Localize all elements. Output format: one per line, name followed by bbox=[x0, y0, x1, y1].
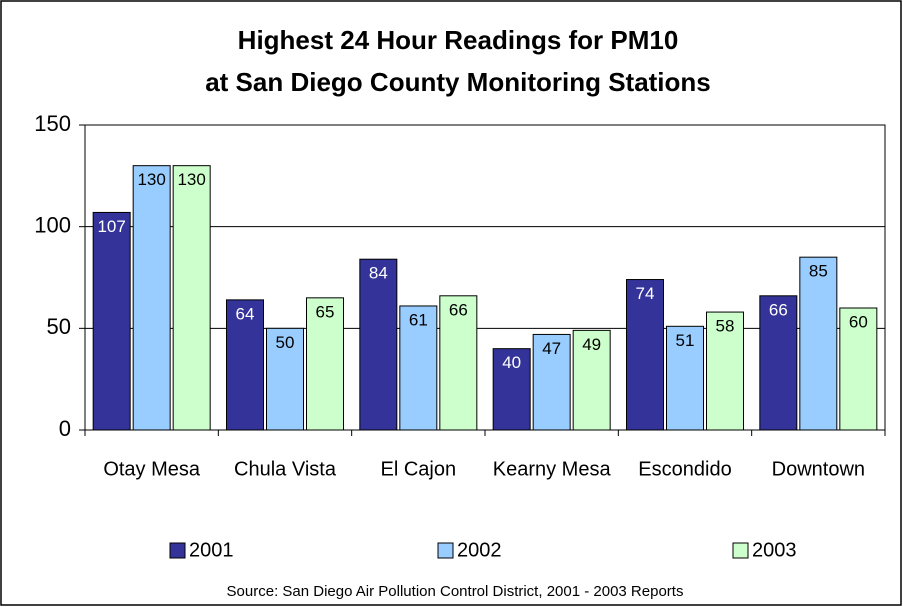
source-note: Source: San Diego Air Pollution Control … bbox=[227, 583, 684, 600]
bar bbox=[172, 165, 211, 431]
bar bbox=[706, 311, 744, 431]
legend-label: 2003 bbox=[752, 539, 797, 561]
data-label: 130 bbox=[137, 170, 165, 189]
data-label: 107 bbox=[97, 217, 125, 236]
bar bbox=[572, 329, 611, 431]
x-tick-label: El Cajon bbox=[381, 458, 457, 480]
legend-swatch bbox=[437, 542, 454, 559]
x-tick-label: Kearny Mesa bbox=[493, 458, 612, 480]
data-label: 130 bbox=[177, 170, 205, 189]
legend-label: 2002 bbox=[457, 539, 502, 561]
x-tick-label: Escondido bbox=[638, 458, 731, 480]
y-tick-label: 100 bbox=[34, 212, 71, 237]
bar bbox=[532, 333, 571, 431]
bar bbox=[492, 348, 531, 431]
x-tick-label: Chula Vista bbox=[234, 458, 337, 480]
y-tick-label: 150 bbox=[34, 111, 71, 136]
x-tick-label: Downtown bbox=[772, 458, 865, 480]
bar bbox=[439, 295, 478, 431]
bar bbox=[399, 305, 438, 431]
x-tick-label: Otay Mesa bbox=[103, 458, 201, 480]
data-label: 51 bbox=[676, 331, 695, 350]
data-label: 60 bbox=[849, 312, 868, 331]
data-label: 64 bbox=[236, 304, 255, 323]
data-label: 58 bbox=[716, 317, 735, 336]
bar bbox=[132, 165, 171, 431]
data-label: 65 bbox=[316, 302, 335, 321]
bar bbox=[226, 299, 264, 431]
data-label: 47 bbox=[542, 339, 561, 358]
chart-subtitle: at San Diego County Monitoring Stations bbox=[205, 67, 711, 97]
data-label: 50 bbox=[276, 333, 295, 352]
legend-swatch bbox=[169, 542, 186, 559]
legend-label: 2001 bbox=[189, 539, 234, 561]
bar bbox=[266, 327, 304, 431]
data-label: 61 bbox=[409, 310, 428, 329]
bar bbox=[92, 211, 131, 431]
bar bbox=[839, 307, 878, 431]
bar bbox=[666, 325, 704, 431]
bar bbox=[799, 256, 838, 431]
bar bbox=[759, 295, 798, 431]
y-tick-label: 50 bbox=[47, 314, 71, 339]
y-tick-label: 0 bbox=[59, 416, 71, 441]
data-label: 84 bbox=[369, 264, 388, 283]
data-label: 49 bbox=[582, 335, 601, 354]
bar bbox=[306, 297, 344, 431]
data-label: 74 bbox=[636, 284, 655, 303]
data-label: 66 bbox=[449, 300, 468, 319]
bar bbox=[359, 258, 398, 431]
data-label: 85 bbox=[809, 262, 828, 281]
legend-swatch bbox=[732, 542, 749, 559]
chart-title: Highest 24 Hour Readings for PM10 bbox=[238, 25, 679, 55]
bar bbox=[626, 279, 664, 431]
data-label: 40 bbox=[502, 353, 521, 372]
data-label: 66 bbox=[769, 300, 788, 319]
plot-area bbox=[84, 124, 886, 431]
